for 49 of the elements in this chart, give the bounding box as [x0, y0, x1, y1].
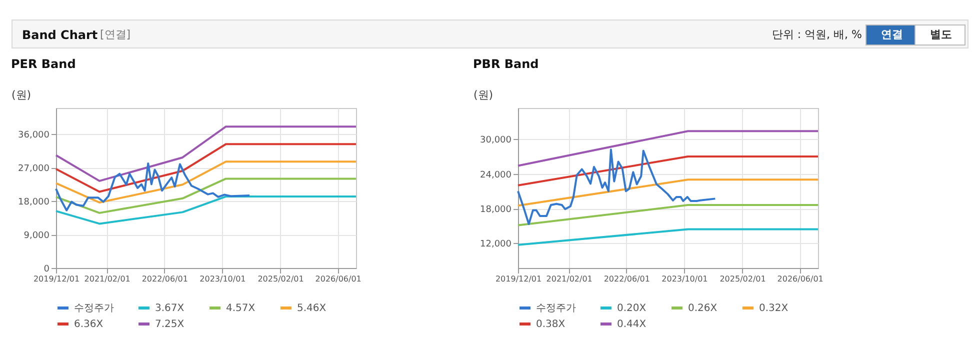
chart-title: PBR Band — [473, 57, 539, 71]
legend-label: 0.26X — [688, 303, 718, 314]
legend-label: 0.38X — [536, 319, 566, 330]
line-series — [517, 148, 716, 226]
legend-label: 4.57X — [226, 303, 256, 314]
x-tick-label: 2021/02/01 — [546, 274, 592, 284]
y-tick-label: 9,000 — [24, 231, 50, 242]
legend-label: 0.20X — [617, 303, 646, 314]
x-tick-label: 2022/06/01 — [604, 274, 650, 284]
x-tick-label: 2019/12/01 — [33, 274, 80, 284]
text: [연결] — [100, 28, 131, 41]
x-tick-label: 2025/02/01 — [720, 274, 766, 284]
line-series — [55, 126, 357, 182]
text: 연결 — [881, 28, 903, 41]
text: Band Chart — [22, 28, 98, 42]
x-tick-label: 2022/06/01 — [142, 274, 188, 284]
y-tick-label: 0 — [44, 264, 50, 274]
legend-label: 수정주가 — [536, 303, 576, 314]
y-tick-label: 18,000 — [480, 205, 512, 216]
x-tick-label: 2023/10/01 — [200, 274, 246, 284]
y-tick-label: 27,000 — [18, 164, 50, 174]
text: 단위 : 억원, 배, % — [772, 28, 862, 41]
legend-label: 0.44X — [617, 319, 646, 330]
line-series — [55, 160, 357, 204]
legend-label: 5.46X — [297, 303, 326, 314]
y-tick-label: 30,000 — [480, 136, 512, 146]
line-series — [55, 196, 357, 225]
legend-label: 0.32X — [759, 303, 788, 314]
y-axis-title: (원) — [474, 88, 494, 102]
x-tick-label: 2019/12/01 — [495, 274, 542, 284]
y-tick-label: 12,000 — [480, 240, 512, 250]
x-tick-label: 2023/10/01 — [662, 274, 708, 284]
chart-title: PER Band — [11, 57, 76, 71]
text: 별도 — [930, 28, 952, 41]
y-tick-label: 24,000 — [480, 170, 512, 180]
x-tick-label: 2025/02/01 — [258, 274, 304, 284]
legend-label: 3.67X — [155, 303, 184, 314]
y-axis-title: (원) — [12, 88, 32, 102]
x-tick-label: 2026/06/01 — [315, 274, 362, 284]
legend-label: 7.25X — [155, 319, 184, 330]
y-tick-label: 36,000 — [18, 130, 50, 141]
x-tick-label: 2026/06/01 — [777, 274, 824, 284]
y-tick-label: 18,000 — [18, 198, 50, 208]
line-series — [55, 162, 251, 212]
legend-label: 수정주가 — [74, 303, 114, 314]
line-series — [55, 178, 357, 214]
line-series — [55, 143, 357, 193]
x-tick-label: 2021/02/01 — [84, 274, 130, 284]
legend-label: 6.36X — [74, 319, 104, 330]
